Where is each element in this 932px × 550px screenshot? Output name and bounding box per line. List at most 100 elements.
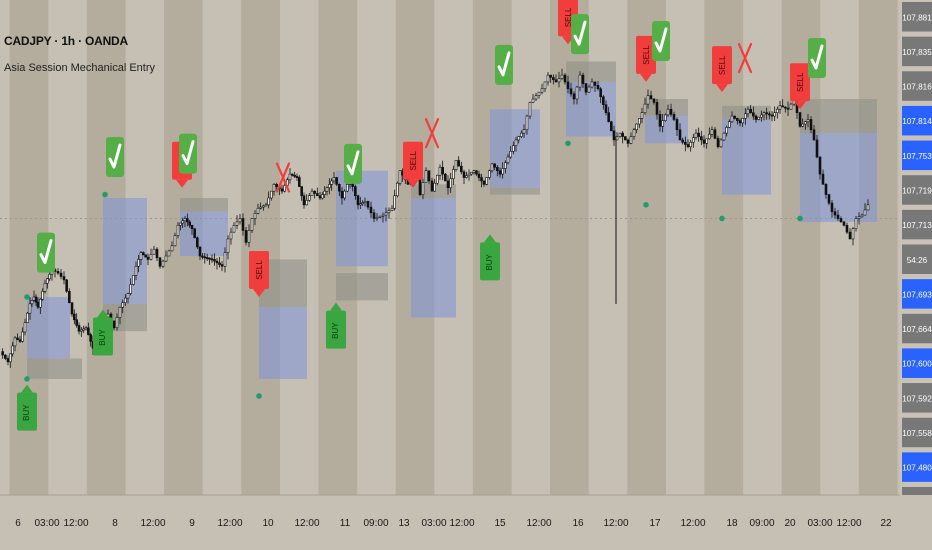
price-label: 107,693	[902, 290, 932, 299]
candle-body	[28, 303, 32, 314]
candle-body	[229, 231, 233, 240]
candle-body	[661, 120, 664, 127]
candle-body	[842, 221, 846, 226]
candle-body	[335, 177, 338, 185]
indicator-line[interactable]: Asia Session Mechanical Entry	[4, 62, 156, 74]
candle-body	[270, 190, 273, 199]
candle-body	[223, 252, 227, 267]
candle-body	[744, 113, 747, 119]
candle-body	[144, 254, 147, 258]
candle-body	[618, 132, 622, 137]
candle-body	[318, 195, 322, 199]
sell-signal: SELL	[712, 46, 732, 93]
price-label: 107,881	[902, 13, 932, 22]
price-label-bg	[902, 244, 932, 274]
candle-body	[462, 171, 466, 178]
candle-body	[646, 95, 650, 105]
candle-body	[552, 77, 555, 80]
sell-label: SELL	[718, 55, 727, 75]
candle-body	[68, 291, 71, 303]
time-label: 18	[726, 518, 738, 529]
session-bands	[9, 0, 898, 495]
candle-body	[692, 137, 695, 143]
candle-body	[754, 115, 758, 120]
candle-body	[488, 170, 491, 178]
candle-body	[170, 245, 174, 252]
candle-body	[575, 86, 579, 100]
candle-body	[215, 260, 219, 264]
candle-body	[213, 259, 216, 262]
candle-body	[132, 275, 135, 285]
stop-zone	[645, 99, 688, 117]
candle-body	[378, 215, 382, 218]
candle-body	[830, 202, 834, 212]
candle-body	[472, 170, 476, 173]
buy-signal: BUY	[93, 309, 113, 356]
candle-body	[259, 206, 262, 209]
entry-zone	[800, 133, 877, 222]
candle-body	[238, 218, 242, 223]
candle-body	[697, 132, 700, 137]
sell-arrow	[407, 179, 419, 188]
time-label: 12:00	[449, 518, 474, 529]
time-label: 12:00	[680, 518, 705, 529]
sell-badge	[249, 251, 269, 289]
candle-body	[183, 218, 187, 222]
candle-body	[149, 254, 153, 260]
candle-body	[446, 180, 450, 189]
candle-body	[26, 312, 29, 323]
candle-body	[59, 272, 63, 277]
candle-body	[517, 136, 520, 141]
candle-body	[198, 246, 202, 257]
candle-body	[272, 184, 276, 192]
candle-body	[655, 102, 659, 115]
time-label: 03:00	[807, 518, 832, 529]
candle-body	[369, 206, 373, 214]
candle-body	[235, 221, 239, 226]
candle-body	[658, 114, 662, 127]
price-label-bg	[902, 313, 932, 344]
candle-body	[338, 184, 341, 192]
candle-body	[295, 176, 299, 178]
candle-body	[375, 217, 379, 219]
check-icon	[654, 27, 668, 53]
candle-body	[48, 273, 51, 280]
time-label: 10	[262, 518, 274, 529]
time-label: 12:00	[140, 518, 165, 529]
candle-body	[164, 255, 168, 262]
time-label: 16	[572, 518, 584, 529]
candle-body	[480, 177, 483, 182]
check-badge-bg	[495, 44, 513, 85]
price-label-bg	[902, 383, 932, 413]
candle-body	[578, 74, 582, 88]
sell-badge	[636, 35, 656, 74]
signal-dot	[24, 294, 30, 300]
stop-zone	[27, 358, 82, 379]
candle-body	[531, 98, 535, 103]
candle-body	[854, 218, 858, 230]
candle-body	[218, 262, 221, 265]
time-label: 12:00	[836, 518, 861, 529]
candle-body	[21, 331, 24, 342]
sell-signal: SELL	[249, 251, 269, 297]
candle-body	[836, 214, 840, 219]
buy-signal: BUY	[480, 234, 500, 281]
candle-body	[454, 160, 458, 170]
symbol-line[interactable]: CADJPY · 1h · OANDA	[4, 34, 128, 48]
candle-body	[612, 130, 616, 141]
buy-badge	[326, 310, 346, 349]
candle-body	[73, 313, 76, 321]
candle-body	[812, 129, 816, 141]
win-check-badge	[106, 137, 124, 178]
candle-body	[643, 103, 647, 113]
candle-body	[512, 145, 515, 152]
win-check-badge	[571, 14, 589, 55]
price-label: 107,713	[902, 221, 932, 230]
candle-body	[509, 151, 512, 158]
candle-body	[728, 121, 731, 128]
buy-arrow	[330, 302, 342, 311]
sell-signal: SELL	[403, 141, 423, 188]
candle-body	[173, 235, 177, 247]
price-label: 107,592	[902, 394, 932, 403]
